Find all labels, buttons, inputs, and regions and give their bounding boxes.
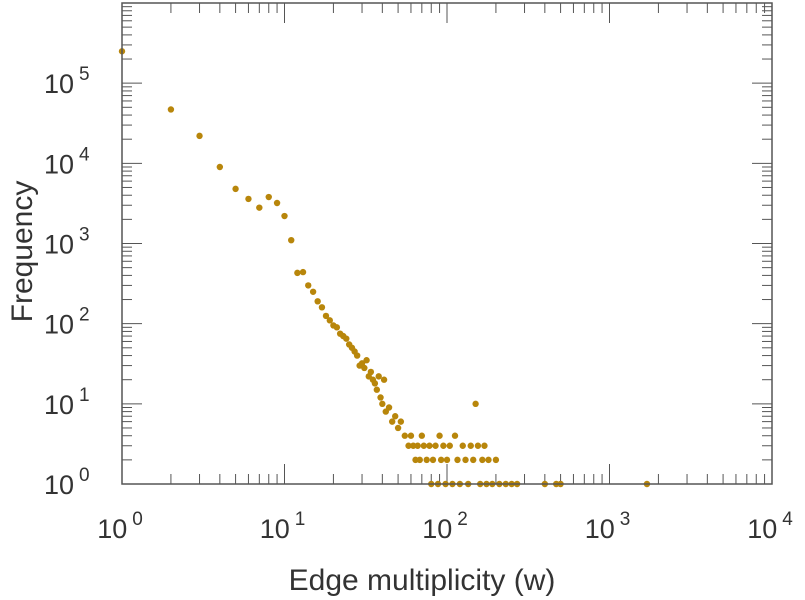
data-point (392, 413, 399, 420)
x-tick-labels: 10 0 10 1 10 2 10 3 10 4 (97, 509, 793, 544)
data-point (256, 204, 263, 211)
data-point (281, 212, 288, 220)
data-point (416, 456, 423, 464)
data-point (429, 456, 437, 464)
data-point (288, 236, 295, 244)
data-point (410, 442, 417, 449)
data-point (167, 106, 175, 113)
data-point (407, 432, 415, 439)
x-tick-label: 10 2 (422, 509, 468, 544)
data-point (373, 386, 381, 393)
data-point (326, 317, 333, 324)
x-tick-label: 10 1 (260, 509, 306, 544)
data-point (470, 456, 477, 464)
data-point (309, 288, 317, 295)
data-point (245, 195, 252, 203)
y-axis-title: Frequency (6, 181, 39, 323)
data-point (363, 357, 370, 364)
y-tick-label: 10 4 (44, 144, 90, 179)
x-axis-title: Edge multiplicity (w) (289, 564, 556, 597)
x-tick-label: 10 3 (585, 509, 631, 544)
data-point (216, 163, 224, 171)
data-point (232, 185, 239, 193)
data-point (397, 418, 405, 425)
data-point (418, 432, 426, 439)
y-tick-label: 10 3 (44, 225, 90, 260)
data-points (118, 48, 651, 488)
data-point (343, 335, 350, 342)
data-point (318, 304, 326, 311)
y-tick-label: 10 1 (44, 385, 90, 420)
data-point (472, 400, 479, 408)
data-point (401, 432, 409, 439)
data-point (440, 442, 447, 449)
data-point (322, 312, 330, 320)
data-point (371, 380, 379, 387)
data-point (467, 442, 474, 449)
data-point (265, 193, 272, 201)
data-point (459, 442, 466, 449)
data-point (479, 456, 486, 464)
data-point (380, 376, 388, 383)
data-point (361, 364, 368, 372)
data-point (294, 269, 301, 277)
major-ticks (121, 2, 773, 485)
data-point (196, 132, 203, 140)
data-point (436, 432, 443, 439)
data-point (379, 400, 386, 408)
data-point (423, 456, 430, 464)
data-point (405, 442, 412, 449)
x-tick-label: 10 4 (747, 509, 793, 544)
y-tick-label: 10 0 (44, 465, 90, 500)
data-point (273, 199, 281, 207)
data-point (432, 442, 439, 449)
y-tick-label: 10 5 (44, 64, 90, 99)
data-point (420, 442, 428, 449)
data-point (437, 456, 445, 464)
data-point (492, 456, 500, 464)
data-point (474, 442, 482, 449)
plot-frame (121, 2, 773, 485)
y-tick-label: 10 2 (44, 305, 90, 340)
data-point (333, 324, 341, 331)
data-point (414, 442, 421, 449)
data-point (485, 456, 492, 464)
data-point (375, 373, 382, 380)
x-tick-label: 10 0 (97, 509, 143, 544)
data-point (481, 442, 488, 449)
data-point (299, 268, 307, 276)
data-point (314, 298, 321, 305)
data-point (443, 456, 451, 464)
data-point (377, 394, 384, 401)
data-point (388, 418, 396, 425)
data-point (446, 442, 453, 449)
data-point (426, 442, 433, 449)
data-point (462, 456, 469, 464)
data-point (305, 282, 312, 289)
data-point (385, 404, 393, 411)
data-point (367, 368, 375, 376)
data-point (451, 432, 459, 439)
data-point (454, 456, 461, 464)
minor-ticks (122, 3, 772, 484)
data-point (353, 352, 361, 359)
data-point (394, 424, 402, 432)
